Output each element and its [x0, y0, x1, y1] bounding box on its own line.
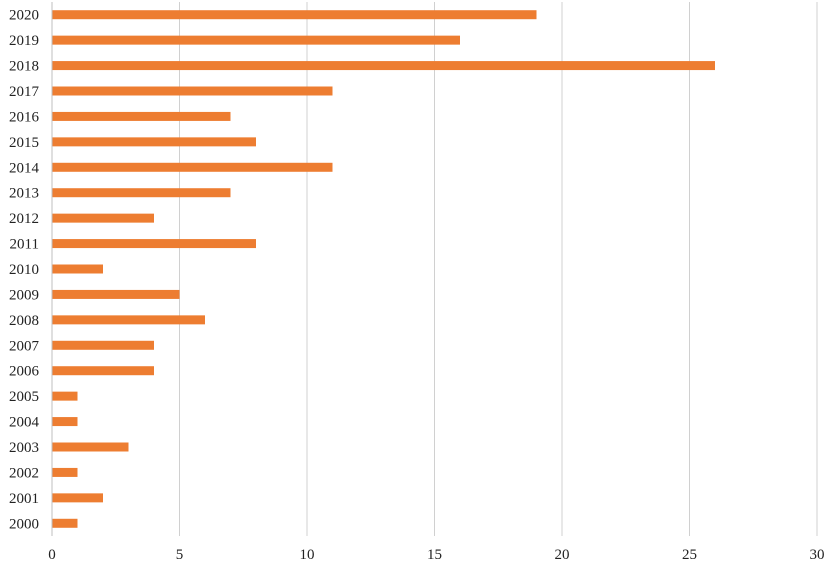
x-tick-label: 30	[810, 547, 825, 563]
bar	[52, 188, 231, 198]
y-tick-label: 2020	[9, 8, 39, 24]
bar	[52, 213, 154, 223]
bar	[52, 315, 205, 325]
y-tick-label: 2017	[9, 84, 40, 100]
bar	[52, 289, 180, 299]
y-tick-label: 2003	[9, 440, 39, 456]
bar	[52, 61, 715, 71]
y-tick-label: 2005	[9, 389, 39, 405]
bar	[52, 10, 537, 20]
bars	[52, 10, 715, 528]
y-tick-label: 2019	[9, 33, 39, 49]
bar	[52, 111, 231, 121]
bar	[52, 264, 103, 274]
y-tick-label: 2001	[9, 491, 39, 507]
x-tick-label: 20	[555, 547, 570, 563]
x-tick-label: 15	[427, 547, 442, 563]
x-tick-label: 25	[682, 547, 697, 563]
y-tick-label: 2010	[9, 262, 39, 278]
y-tick-label: 2012	[9, 211, 39, 227]
bar	[52, 86, 333, 96]
bar	[52, 442, 129, 452]
bar	[52, 366, 154, 376]
y-tick-label: 2014	[9, 160, 40, 176]
y-tick-label: 2016	[9, 109, 40, 125]
bar	[52, 493, 103, 503]
bar	[52, 518, 78, 528]
bar	[52, 35, 460, 45]
bar	[52, 417, 78, 427]
y-tick-label: 2011	[10, 237, 39, 253]
y-tick-label: 2018	[9, 59, 39, 75]
x-tick-labels: 0 5 10 15 20 25 30	[48, 547, 824, 563]
y-tick-label: 2006	[9, 364, 40, 380]
bar	[52, 467, 78, 477]
y-tick-label: 2013	[9, 186, 39, 202]
gridlines	[179, 2, 818, 536]
x-tick-label: 10	[300, 547, 315, 563]
y-tick-label: 2015	[9, 135, 39, 151]
bar	[52, 162, 333, 172]
bar	[52, 340, 154, 350]
y-tick-label: 2002	[9, 465, 39, 481]
y-tick-label: 2008	[9, 313, 39, 329]
bar	[52, 137, 256, 147]
bar	[52, 391, 78, 401]
y-tick-label: 2007	[9, 338, 40, 354]
bar	[52, 239, 256, 249]
y-tick-labels: 2020 2019 2018 2017 2016 2015 2014 2013 2012 2011…	[9, 8, 40, 533]
y-tick-label: 2004	[9, 415, 40, 431]
x-tick-label: 0	[48, 547, 56, 563]
x-tick-label: 5	[176, 547, 184, 563]
y-tick-label: 2009	[9, 287, 39, 303]
y-tick-label: 2000	[9, 516, 39, 532]
